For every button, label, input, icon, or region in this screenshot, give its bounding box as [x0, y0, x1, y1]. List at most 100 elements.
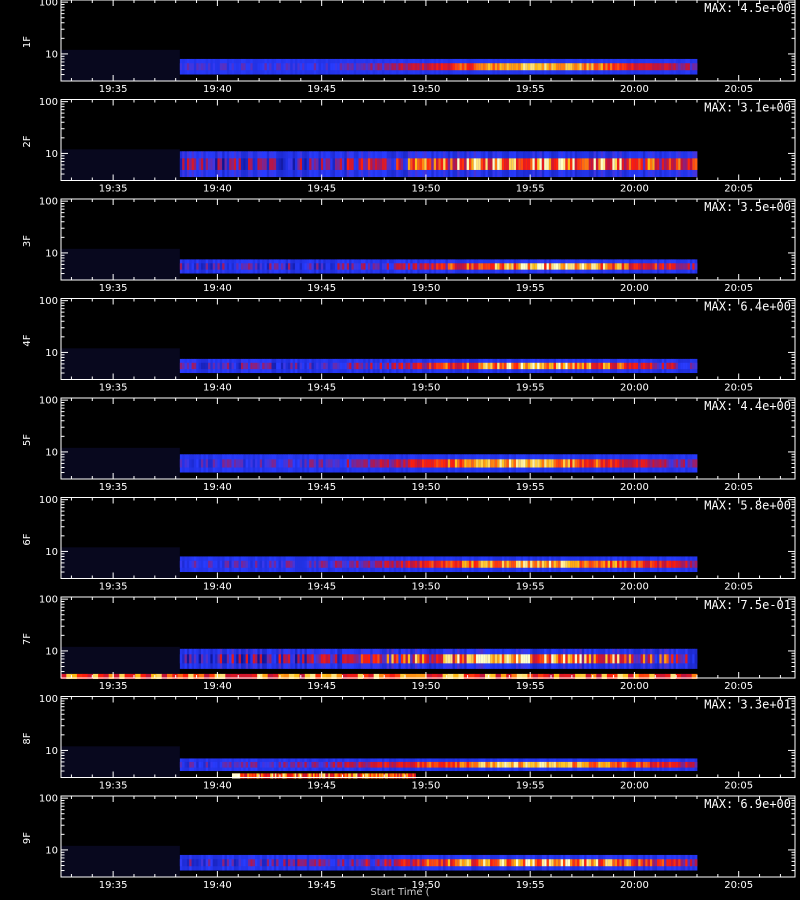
core-strip: [483, 560, 486, 568]
core-strip: [577, 362, 580, 370]
core-strip: [302, 459, 305, 468]
core-strip: [299, 459, 303, 468]
x-tick-label: 19:45: [307, 582, 336, 593]
core-strip: [600, 158, 604, 170]
core-strip: [311, 362, 315, 370]
core-strip: [511, 263, 515, 270]
core-strip: [356, 654, 359, 664]
core-strip: [595, 654, 599, 664]
core-strip: [280, 63, 284, 71]
core-strip: [624, 158, 627, 170]
core-strip: [269, 761, 272, 768]
core-strip: [624, 263, 627, 270]
core-strip: [459, 761, 463, 768]
core-strip: [464, 263, 468, 270]
core-strip: [259, 263, 263, 270]
core-strip: [419, 263, 423, 270]
core-strip: [671, 158, 674, 170]
core-strip: [419, 362, 423, 370]
spike-strip: [290, 773, 293, 779]
core-strip: [558, 362, 562, 370]
core-strip: [407, 859, 411, 867]
core-strip: [682, 263, 686, 270]
core-strip: [687, 654, 691, 664]
plot-frame: [60, 397, 796, 480]
spike-strip: [119, 673, 125, 679]
core-strip: [508, 459, 512, 468]
core-strip: [426, 459, 430, 468]
core-strip: [649, 362, 653, 370]
core-strip: [295, 761, 298, 768]
core-strip: [264, 362, 268, 370]
core-strip: [358, 263, 362, 270]
core-strip: [292, 859, 296, 867]
core-strip: [351, 362, 355, 370]
core-strip: [454, 859, 458, 867]
core-strip: [541, 263, 545, 270]
core-strip: [271, 459, 275, 468]
core-strip: [396, 654, 399, 664]
core-strip: [466, 263, 470, 270]
spike-strip: [360, 773, 363, 779]
core-strip: [689, 263, 693, 270]
core-strip: [306, 263, 310, 270]
core-strip: [525, 263, 529, 270]
spike-strip: [397, 773, 400, 779]
core-strip: [499, 654, 503, 664]
spike-strip: [270, 773, 273, 779]
core-strip: [671, 459, 674, 468]
core-strip: [229, 654, 232, 664]
core-strip: [184, 263, 188, 270]
core-strip: [508, 362, 512, 370]
core-strip: [240, 362, 244, 370]
core-strip: [506, 263, 510, 270]
core-strip: [668, 263, 672, 270]
core-strip: [605, 560, 609, 568]
spike-strip: [474, 673, 481, 679]
core-strip: [318, 459, 322, 468]
core-strip: [396, 560, 399, 568]
core-strip: [621, 63, 625, 71]
core-strip: [219, 761, 223, 768]
core-strip: [478, 560, 482, 568]
spike-strip: [331, 773, 334, 779]
core-strip: [593, 362, 597, 370]
x-tick-label: 19:40: [203, 781, 232, 792]
core-strip: [511, 158, 515, 170]
core-strip: [243, 560, 247, 568]
core-strip: [248, 263, 251, 270]
core-strip: [179, 63, 183, 71]
core-strip: [365, 459, 369, 468]
core-strip: [382, 560, 385, 568]
core-strip: [393, 761, 397, 768]
spike-strip: [308, 773, 311, 779]
core-strip: [527, 654, 531, 664]
core-strip: [523, 63, 526, 71]
core-strip: [297, 560, 301, 568]
core-strip: [633, 362, 637, 370]
core-strip: [224, 263, 228, 270]
core-strip: [534, 263, 538, 270]
core-strip: [224, 654, 228, 664]
core-strip: [471, 654, 475, 664]
core-strip: [555, 761, 559, 768]
core-strip: [586, 654, 590, 664]
core-strip: [574, 63, 578, 71]
core-strip: [671, 761, 674, 768]
core-strip: [680, 654, 684, 664]
core-strip: [353, 263, 357, 270]
core-strip: [304, 859, 308, 867]
core-strip: [492, 761, 496, 768]
core-strip: [617, 654, 620, 664]
core-strip: [478, 459, 482, 468]
core-strip: [492, 63, 496, 71]
spike-strip: [606, 673, 613, 679]
spike-strip: [395, 773, 398, 779]
core-strip: [483, 263, 486, 270]
max-annotation: MAX: 4.5e+00: [704, 1, 791, 15]
core-strip: [588, 761, 592, 768]
core-strip: [280, 459, 284, 468]
core-strip: [292, 654, 296, 664]
core-strip: [523, 263, 526, 270]
